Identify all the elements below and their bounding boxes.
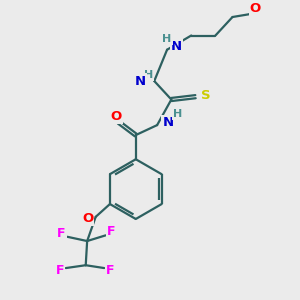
- Text: O: O: [82, 212, 93, 225]
- Text: O: O: [111, 110, 122, 122]
- Text: N: N: [162, 116, 173, 129]
- Text: O: O: [250, 2, 261, 15]
- Text: F: F: [107, 225, 116, 239]
- Text: F: F: [106, 264, 114, 278]
- Text: F: F: [56, 264, 64, 278]
- Text: H: H: [144, 70, 153, 80]
- Text: N: N: [171, 40, 182, 53]
- Text: S: S: [201, 89, 210, 102]
- Text: H: H: [173, 109, 182, 119]
- Text: F: F: [57, 227, 66, 240]
- Text: N: N: [134, 74, 146, 88]
- Text: H: H: [162, 34, 172, 44]
